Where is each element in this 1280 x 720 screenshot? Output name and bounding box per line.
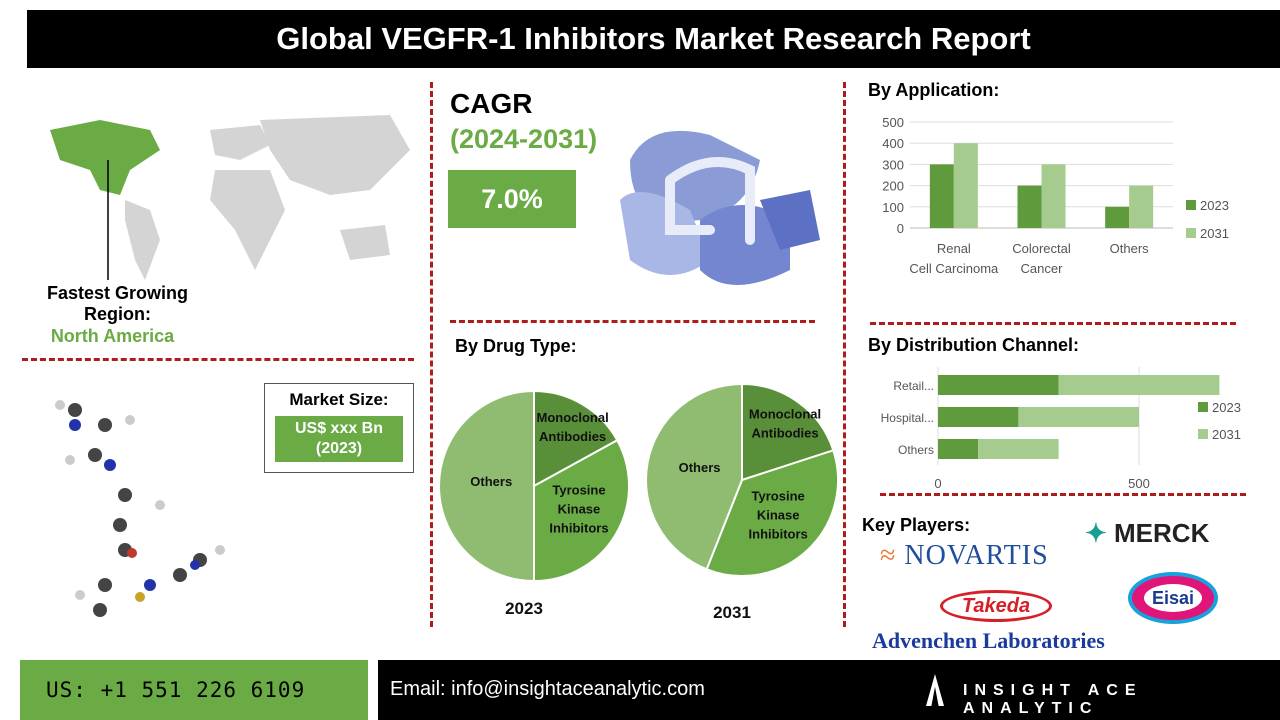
- pie-title: 2023: [505, 599, 543, 618]
- bar-2023: [938, 407, 1019, 427]
- label-line: Antibodies: [751, 425, 818, 440]
- label-line: Others: [470, 474, 512, 489]
- key-players-title: Key Players:: [862, 515, 971, 535]
- label-line: Monoclonal: [536, 410, 608, 425]
- cagr-value: 7.0%: [448, 170, 576, 228]
- pie-label: Others: [679, 460, 721, 475]
- legend-swatch: [1186, 228, 1196, 238]
- bar-2031: [1041, 164, 1066, 228]
- advenchen-logo: Advenchen Laboratories: [872, 628, 1105, 653]
- y-tick-label: Retail...: [893, 379, 934, 393]
- eisai-logo: Eisai: [1128, 572, 1218, 624]
- label-line: Cell Carcinoma: [909, 261, 999, 276]
- legend-swatch: [1186, 200, 1196, 210]
- cagr-period: (2024-2031): [450, 124, 598, 154]
- bar-2031: [1018, 407, 1139, 427]
- y-tick-label: Others: [898, 443, 934, 457]
- bar-2031: [978, 439, 1059, 459]
- y-tick-label: Hospital...: [881, 411, 934, 425]
- y-tick-label: 300: [882, 157, 904, 172]
- x-tick-label: Renal Cell Carcinoma: [909, 241, 999, 276]
- legend-swatch: [1198, 402, 1208, 412]
- label-line: Antibodies: [539, 429, 606, 444]
- x-tick-label: Colorectal Cancer: [1012, 241, 1071, 276]
- y-tick-label: 200: [882, 179, 904, 194]
- pie-slice: [645, 382, 743, 571]
- pie-label: Tyrosine Kinase Inhibitors: [749, 488, 808, 541]
- world-map: [50, 115, 410, 280]
- pie-slice: [533, 438, 630, 583]
- pie-slice: [705, 449, 839, 577]
- phone-number: US: +1 551 226 6109: [20, 660, 368, 720]
- label-line: Inhibitors: [549, 521, 608, 536]
- label-line: Kinase: [558, 502, 601, 517]
- divider: [870, 322, 1236, 325]
- novartis-logo: ≈ NOVARTIS: [880, 540, 1049, 571]
- market-size-box: Market Size: US$ xxx Bn (2023): [264, 383, 414, 473]
- application-title: By Application:: [868, 80, 1000, 100]
- legend-swatch: [1198, 429, 1208, 439]
- y-tick-label: 100: [882, 200, 904, 215]
- divider: [430, 82, 433, 627]
- divider: [22, 358, 414, 361]
- x-tick-label: 500: [1128, 476, 1150, 491]
- pie-slice: [533, 389, 619, 488]
- bar-2031: [953, 143, 978, 228]
- legend-label: 2023: [1200, 198, 1229, 213]
- drug-type-title: By Drug Type:: [455, 336, 577, 356]
- label-line: Renal: [937, 241, 971, 256]
- market-size-value: US$ xxx Bn (2023): [275, 416, 403, 462]
- takeda-logo: Takeda: [940, 590, 1052, 622]
- bar-2023: [938, 375, 1059, 395]
- pie-label: Monoclonal Antibodies: [749, 406, 821, 440]
- region-label: Fastest Growing Region:: [46, 283, 189, 324]
- label-line: Monoclonal: [749, 406, 821, 421]
- legend-label: 2023: [1212, 400, 1241, 415]
- molecule-image: [55, 400, 225, 617]
- label-line: Colorectal: [1012, 241, 1071, 256]
- region-value: North America: [50, 326, 175, 346]
- x-tick-label: Others: [1110, 241, 1150, 256]
- label-line: Kinase: [757, 507, 800, 522]
- divider: [450, 320, 815, 323]
- legend-label: 2031: [1212, 427, 1241, 442]
- application-bar-chart: 0 100 200 300 400 500 Renal Cell Carcinoma Color…: [882, 115, 1229, 276]
- label-line: Tyrosine: [752, 488, 805, 503]
- label-line: Tyrosine: [552, 483, 605, 498]
- bar-2023: [1105, 206, 1130, 228]
- label-line: Cancer: [1021, 261, 1064, 276]
- page-title: Global VEGFR-1 Inhibitors Market Researc…: [27, 10, 1280, 68]
- label-line: Others: [679, 460, 721, 475]
- bar-2031: [1058, 375, 1220, 395]
- pie-label: Monoclonal Antibodies: [536, 410, 608, 444]
- merck-logo: ✦ MERCK: [1085, 518, 1210, 548]
- bar-2023: [1017, 185, 1042, 228]
- market-size-label: Market Size:: [289, 390, 389, 409]
- y-tick-label: 0: [897, 221, 904, 236]
- divider: [880, 493, 1246, 496]
- brand-logo-icon: [926, 674, 944, 706]
- x-tick-label: 0: [934, 476, 941, 491]
- pie-label: Tyrosine Kinase Inhibitors: [549, 483, 608, 536]
- bar-2031: [1129, 185, 1154, 228]
- cagr-label: CAGR: [450, 88, 533, 119]
- divider: [843, 82, 846, 627]
- pie-title: 2031: [713, 603, 751, 622]
- y-tick-label: 500: [882, 115, 904, 130]
- y-tick-label: 400: [882, 136, 904, 151]
- pie-slice: [438, 389, 535, 583]
- legend-label: 2031: [1200, 226, 1229, 241]
- pie-slice: [741, 382, 835, 482]
- label-line: Inhibitors: [749, 526, 808, 541]
- drug-type-pie-charts: Monoclonal Antibodies Tyrosine Kinase Inhibi…: [438, 382, 839, 622]
- distribution-title: By Distribution Channel:: [868, 335, 1079, 355]
- footer-bar: Email: info@insightaceanalytic.com INSIG…: [378, 660, 1280, 720]
- colon-illustration: [620, 130, 820, 285]
- bar-2023: [929, 164, 954, 228]
- brand-name: INSIGHT ACE ANALYTIC: [963, 682, 1143, 717]
- pie-label: Others: [470, 474, 512, 489]
- distribution-bar-chart: 05001000Retail...Hospital...Others202320…: [881, 367, 1241, 491]
- email[interactable]: Email: info@insightaceanalytic.com: [390, 678, 705, 700]
- bar-2023: [938, 439, 979, 459]
